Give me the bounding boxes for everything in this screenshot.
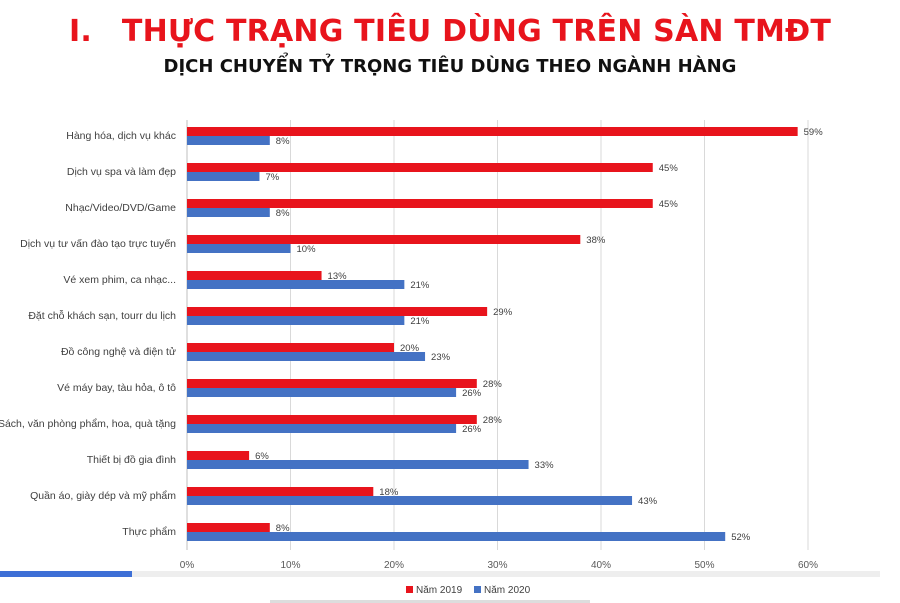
playback-progress-fill (0, 571, 132, 577)
bar-2019 (187, 487, 374, 496)
category-label: Sách, văn phòng phẩm, hoa, quà tặng (0, 418, 176, 430)
bar-2019 (187, 163, 653, 172)
category-label: Quần áo, giày dép và mỹ phẩm (30, 490, 176, 502)
category-label: Vé xem phim, ca nhạc... (63, 274, 176, 286)
category-label: Thiết bị đồ gia đình (87, 454, 176, 466)
data-label: 8% (276, 208, 290, 219)
legend-swatch (406, 586, 413, 593)
data-label: 52% (731, 532, 751, 543)
title-text: THỰC TRẠNG TIÊU DÙNG TRÊN SÀN TMĐT (121, 14, 832, 49)
data-label: 20% (400, 343, 420, 354)
data-label: 26% (462, 388, 482, 399)
data-label: 33% (535, 460, 555, 471)
bar-2019 (187, 523, 270, 532)
bar-2020 (187, 532, 726, 541)
category-label: Hàng hóa, dịch vụ khác (66, 130, 176, 142)
category-label: Dịch vụ tư vấn đào tạo trực tuyến (20, 238, 176, 250)
data-label: 7% (265, 172, 279, 183)
data-label: 59% (804, 127, 824, 138)
category-label: Nhạc/Video/DVD/Game (65, 202, 176, 214)
bottom-divider (270, 600, 590, 603)
legend-label: Năm 2020 (484, 585, 531, 596)
data-label: 45% (659, 199, 679, 210)
data-label: 6% (255, 451, 269, 462)
slide-title: I. THỰC TRẠNG TIÊU DÙNG TRÊN SÀN TMĐT (0, 14, 900, 49)
x-tick-label: 60% (798, 560, 818, 571)
bar-2019 (187, 379, 477, 388)
bar-2019 (187, 199, 653, 208)
legend-swatch (474, 586, 481, 593)
playback-progress-bar[interactable] (0, 571, 880, 577)
data-label: 21% (410, 316, 430, 327)
data-label: 10% (297, 244, 317, 255)
data-label: 28% (483, 379, 503, 390)
data-label: 43% (638, 496, 658, 507)
category-label: Thực phẩm (122, 526, 176, 538)
data-label: 38% (586, 235, 606, 246)
bar-2020 (187, 352, 426, 361)
category-label: Đồ công nghệ và điện tử (61, 346, 176, 358)
x-tick-label: 20% (384, 560, 404, 571)
category-label: Dịch vụ spa và làm đẹp (67, 166, 176, 178)
bar-2020 (187, 424, 457, 433)
data-label: 13% (328, 271, 348, 282)
bar-2020 (187, 460, 529, 469)
data-label: 29% (493, 307, 513, 318)
category-label: Đặt chỗ khách sạn, tourr du lịch (28, 309, 176, 322)
data-label: 45% (659, 163, 679, 174)
bar-2019 (187, 271, 322, 280)
bar-2020 (187, 496, 633, 505)
x-tick-label: 10% (280, 560, 300, 571)
bar-2020 (187, 244, 291, 253)
bar-2019 (187, 235, 581, 244)
data-label: 28% (483, 415, 503, 426)
data-label: 26% (462, 424, 482, 435)
bar-2019 (187, 307, 488, 316)
bar-2020 (187, 208, 270, 217)
data-label: 18% (379, 487, 399, 498)
x-tick-label: 50% (694, 560, 714, 571)
bar-2019 (187, 127, 798, 136)
bar-2019 (187, 343, 394, 352)
bar-2019 (187, 451, 250, 460)
bar-2020 (187, 316, 405, 325)
x-tick-label: 40% (591, 560, 611, 571)
bar-2020 (187, 280, 405, 289)
x-tick-label: 30% (487, 560, 507, 571)
legend-label: Năm 2019 (416, 585, 463, 596)
data-label: 8% (276, 523, 290, 534)
data-label: 23% (431, 352, 451, 363)
data-label: 21% (410, 280, 430, 291)
title-number: I. (68, 14, 92, 49)
bar-2020 (187, 388, 457, 397)
x-tick-label: 0% (180, 560, 195, 571)
slide-subtitle: DỊCH CHUYỂN TỶ TRỌNG TIÊU DÙNG THEO NGÀN… (163, 56, 737, 77)
bar-2019 (187, 415, 477, 424)
bar-2020 (187, 136, 270, 145)
bar-2020 (187, 172, 260, 181)
category-label: Vé máy bay, tàu hỏa, ô tô (57, 382, 176, 394)
data-label: 8% (276, 136, 290, 147)
